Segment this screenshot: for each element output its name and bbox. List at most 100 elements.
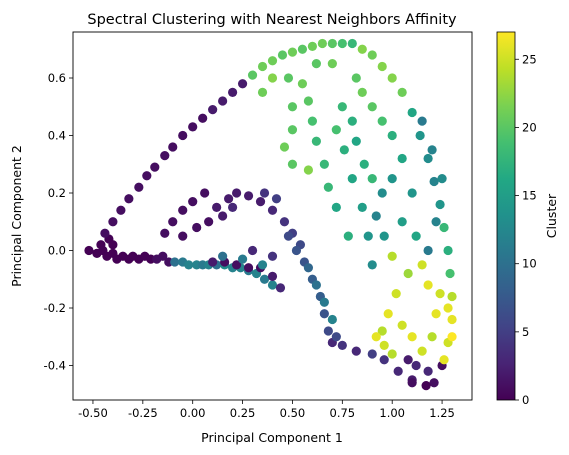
data-point <box>158 251 168 261</box>
data-point <box>411 231 421 241</box>
data-point <box>84 245 94 256</box>
data-point <box>303 96 314 106</box>
x-tick-label: 1.25 <box>429 406 455 420</box>
data-point <box>218 211 228 221</box>
data-point <box>257 87 268 97</box>
data-point <box>357 202 367 212</box>
data-point <box>421 381 431 391</box>
colorbar-tick-label: 5 <box>522 325 529 339</box>
data-point <box>337 102 347 112</box>
data-point <box>445 268 455 279</box>
data-point <box>357 44 367 54</box>
data-point <box>228 202 238 212</box>
data-point <box>178 205 188 215</box>
data-point <box>303 165 314 175</box>
data-point <box>257 61 268 72</box>
data-point <box>108 217 118 227</box>
data-point <box>331 332 341 342</box>
data-point <box>243 263 254 273</box>
data-point <box>160 151 170 161</box>
data-point <box>417 260 427 270</box>
data-point <box>379 231 389 241</box>
data-point <box>435 289 445 299</box>
data-point <box>331 125 341 135</box>
data-point <box>224 194 234 204</box>
data-point <box>397 87 407 97</box>
x-tick-label: 1.00 <box>379 406 405 420</box>
data-point <box>417 116 427 126</box>
data-point <box>371 211 381 221</box>
data-point <box>279 217 290 227</box>
data-point <box>267 205 278 215</box>
data-point <box>287 47 298 57</box>
data-point <box>108 240 118 250</box>
data-point <box>387 349 397 359</box>
data-point <box>237 79 248 89</box>
data-point <box>439 222 449 233</box>
data-point <box>417 346 427 356</box>
data-point <box>437 174 447 184</box>
data-point <box>377 116 387 126</box>
x-tick-label: 0.50 <box>280 406 306 420</box>
data-point <box>168 217 178 227</box>
data-point <box>243 191 254 201</box>
data-point <box>168 142 178 152</box>
data-point <box>357 87 367 97</box>
data-point <box>319 159 329 169</box>
data-point <box>423 245 433 256</box>
colorbar-tick-label: 0 <box>522 393 529 407</box>
data-point <box>255 197 266 207</box>
data-point <box>379 340 389 350</box>
data-point <box>259 274 270 284</box>
y-tick-label: 0.0 <box>48 244 66 258</box>
data-point <box>297 79 308 89</box>
data-point <box>96 240 106 250</box>
data-point <box>198 113 208 123</box>
data-point <box>323 326 333 336</box>
data-point <box>423 280 433 290</box>
data-point <box>259 188 270 198</box>
data-point <box>218 251 228 261</box>
data-point <box>347 116 357 126</box>
data-point <box>279 142 290 152</box>
data-point <box>367 260 377 270</box>
data-point <box>427 332 437 342</box>
data-point <box>218 96 228 106</box>
colorbar-tick-label: 20 <box>522 120 537 134</box>
data-point <box>319 309 329 319</box>
x-tick-label: -0.25 <box>128 406 158 420</box>
data-point <box>431 309 441 319</box>
x-tick-label: 0.25 <box>230 406 256 420</box>
data-point <box>311 280 321 290</box>
data-point <box>208 105 218 115</box>
data-point <box>160 228 170 238</box>
data-point <box>228 87 238 97</box>
data-point <box>319 297 329 307</box>
y-tick-label: -0.2 <box>44 301 66 315</box>
data-point <box>423 153 433 164</box>
data-point <box>184 260 194 270</box>
data-point <box>423 366 433 376</box>
x-tick-label: 0.75 <box>330 406 356 420</box>
data-point <box>351 346 361 356</box>
data-point <box>124 194 134 204</box>
data-point <box>204 217 214 227</box>
data-point <box>267 271 278 281</box>
data-point <box>267 73 278 83</box>
data-point <box>150 162 160 172</box>
chart-title: Spectral Clustering with Nearest Neighbo… <box>87 12 457 28</box>
data-point <box>387 174 397 184</box>
colorbar-tick-label: 15 <box>522 189 537 203</box>
data-point <box>343 231 353 241</box>
data-point <box>212 202 222 212</box>
data-point <box>379 355 389 365</box>
data-point <box>387 251 397 261</box>
y-axis-label: Principal Component 2 <box>9 145 24 287</box>
data-point <box>231 260 242 270</box>
data-point <box>337 38 347 49</box>
data-point <box>347 38 357 49</box>
data-point <box>447 332 457 342</box>
data-point <box>257 260 268 270</box>
data-point <box>287 125 298 135</box>
data-point <box>359 159 369 169</box>
